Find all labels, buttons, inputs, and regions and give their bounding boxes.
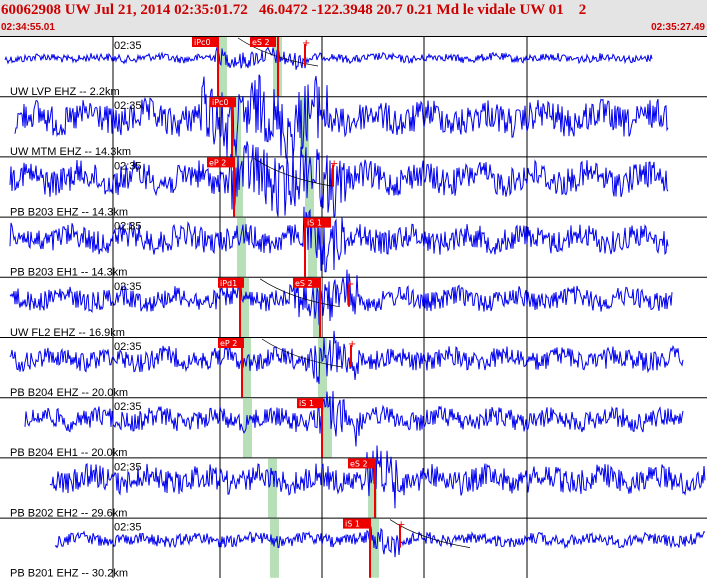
- waveform-trace: [9, 206, 669, 273]
- pick-label-box[interactable]: [348, 458, 374, 469]
- time-tick-label: 02:35: [114, 221, 142, 233]
- pick-label-box[interactable]: [293, 277, 319, 288]
- travel-time-curve: [389, 519, 471, 548]
- pick-window: [305, 157, 314, 217]
- waveform-trace: [9, 269, 673, 326]
- pick-label-box[interactable]: [250, 37, 276, 47]
- pick-label: eS 2: [350, 459, 368, 468]
- waveform-trace: [54, 526, 706, 558]
- pick-label: eS 2: [252, 38, 270, 47]
- pick-window: [270, 518, 279, 578]
- pick-label-box[interactable]: [207, 157, 233, 168]
- time-tick-label: 02:35: [114, 341, 142, 353]
- travel-time-curve: [253, 158, 335, 187]
- end-time: 02:35:27.49: [651, 22, 705, 33]
- pick-label: eP 2: [220, 339, 237, 348]
- waveform-trace: [4, 46, 653, 70]
- channel-label: PB B202 EH2 -- 29.6km: [10, 507, 127, 519]
- time-tick-label: 02:35: [114, 401, 142, 413]
- pick-label: iPc0: [194, 38, 211, 47]
- channel-label: PB B203 EH1 -- 14.3km: [10, 267, 127, 279]
- seismogram-panel[interactable]: + iPc0 eS 2 02:35 UW LVP EHZ -- 2.2km iPc0 02:…: [0, 36, 707, 578]
- time-tick-label: 02:35: [114, 522, 142, 534]
- channel-label: PB B204 EHZ -- 20.0km: [10, 387, 128, 399]
- pick-label: iPc0: [212, 98, 229, 107]
- pick-label: eS 2: [295, 279, 313, 288]
- time-tick-label: 02:35: [114, 160, 142, 172]
- pick-label: iS 1: [299, 399, 314, 408]
- event-header: 60062908 UW Jul 21, 2014 02:35:01.72 46.…: [0, 0, 707, 36]
- trace-row-3[interactable]: iS 1 02:35 PB B203 EH1 -- 14.3km: [0, 206, 707, 279]
- travel-time-curve: [237, 37, 319, 67]
- time-tick-label: 02:35: [114, 461, 142, 473]
- pick-label: eP 2: [209, 158, 226, 167]
- trace-row-5[interactable]: + eP 2 02:35 PB B204 EHZ -- 20.0km: [0, 330, 707, 399]
- time-tick-label: 02:35: [114, 281, 142, 293]
- travel-time-curve: [261, 338, 343, 368]
- pick-window: [242, 338, 251, 398]
- channel-label: PB B201 EHZ -- 30.2km: [10, 568, 128, 578]
- plus-icon: +: [346, 279, 354, 290]
- pick-window: [308, 217, 317, 277]
- pick-label: iS 1: [345, 520, 360, 529]
- trace-row-0[interactable]: + iPc0 eS 2 02:35 UW LVP EHZ -- 2.2km: [0, 36, 707, 99]
- waveform-trace: [49, 445, 706, 509]
- pick-window: [240, 277, 249, 337]
- trace-row-4[interactable]: + iPd1 eS 2 02:35 UW FL2 EHZ -- 16.9km: [0, 269, 707, 339]
- pick-window: [268, 458, 277, 518]
- channel-label: UW MTM EHZ -- 14.3km: [10, 146, 131, 158]
- pick-window: [300, 97, 309, 157]
- pick-window: [368, 458, 377, 518]
- trace-row-8[interactable]: + iS 1 02:35 PB B201 EHZ -- 30.2km: [0, 517, 707, 578]
- plus-icon: +: [348, 339, 356, 350]
- pick-label-box[interactable]: [218, 338, 244, 348]
- pick-label-box[interactable]: [218, 277, 244, 288]
- pick-label: iPd1: [220, 279, 237, 288]
- pick-window: [313, 277, 322, 337]
- pick-window: [243, 398, 252, 458]
- time-tick-label: 02:35: [114, 40, 142, 52]
- pick-label-box[interactable]: [343, 518, 369, 529]
- waveform-trace: [14, 74, 669, 159]
- pick-label-box[interactable]: [210, 97, 236, 108]
- pick-label-box[interactable]: [192, 37, 218, 47]
- pick-label-box[interactable]: [297, 398, 323, 409]
- travel-time-curve: [259, 278, 341, 308]
- pick-label-box[interactable]: [305, 217, 331, 228]
- pick-label: iS 1: [307, 219, 322, 228]
- plus-icon: +: [397, 520, 405, 531]
- pick-window: [323, 398, 332, 458]
- trace-row-2[interactable]: + eP 2 02:35 PB B203 EHZ -- 14.3km: [0, 141, 707, 218]
- waveform-trace: [9, 141, 669, 218]
- pick-window: [318, 338, 327, 398]
- waveform-trace: [9, 330, 684, 384]
- pick-window: [370, 518, 379, 578]
- trace-row-7[interactable]: eS 2 02:35 PB B202 EH2 -- 29.6km: [0, 445, 707, 520]
- trace-row-1[interactable]: iPc0 02:35 UW MTM EHZ -- 14.3km: [0, 74, 707, 159]
- pick-window: [237, 217, 246, 277]
- trace-row-6[interactable]: iS 1 02:35 PB B204 EH1 -- 20.0km: [0, 391, 707, 459]
- channel-label: PB B203 EHZ -- 14.3km: [10, 206, 128, 218]
- time-tick-label: 02:35: [114, 100, 142, 112]
- channel-label: PB B204 EH1 -- 20.0km: [10, 447, 127, 459]
- pick-window: [232, 97, 241, 157]
- channel-label: UW FL2 EHZ -- 16.9km: [10, 327, 125, 339]
- plus-icon: +: [302, 38, 310, 49]
- plus-icon: +: [330, 158, 338, 169]
- event-title: 60062908 UW Jul 21, 2014 02:35:01.72 46.…: [1, 2, 587, 18]
- pick-window: [218, 37, 227, 97]
- channel-label: UW LVP EHZ -- 2.2km: [10, 86, 120, 98]
- start-time: 02:34:55.01: [1, 22, 55, 33]
- waveform-trace: [24, 391, 684, 447]
